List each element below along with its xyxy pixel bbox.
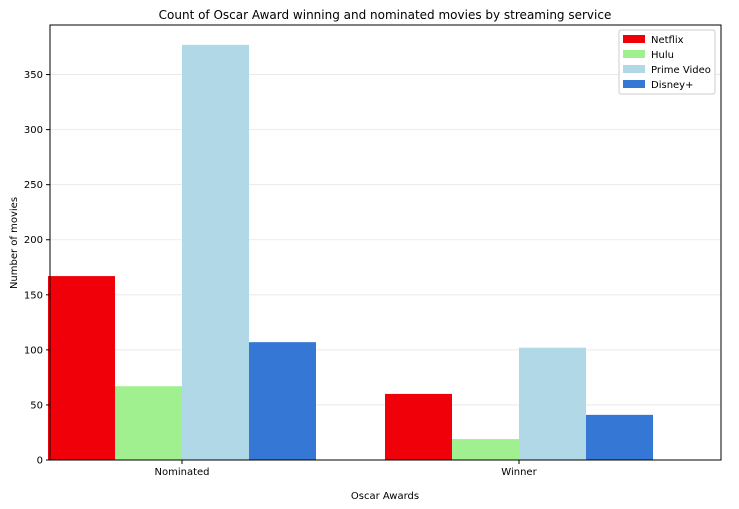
legend-box	[618, 29, 716, 95]
legend-label: Prime Video	[651, 65, 711, 76]
y-tick-label: 150	[24, 290, 43, 301]
y-axis-ticks: 0 50 100 150 200 250 300 350	[24, 70, 50, 467]
bar-hulu-winner	[452, 439, 519, 460]
x-axis-label: Oscar Awards	[351, 491, 419, 502]
legend-swatch	[623, 35, 645, 43]
y-tick-label: 200	[24, 235, 43, 246]
bar-prime-video-nominated	[182, 44, 249, 460]
y-tick-label: 0	[37, 456, 43, 467]
legend: Netflix Hulu Prime Video Disney+	[618, 29, 716, 95]
gridlines	[50, 74, 721, 406]
bars	[48, 44, 653, 460]
chart-title: Count of Oscar Award winning and nominat…	[159, 8, 612, 22]
legend-label: Hulu	[651, 50, 674, 61]
x-tick-label: Nominated	[154, 467, 209, 478]
y-tick-label: 350	[24, 70, 43, 81]
y-tick-label: 250	[24, 180, 43, 191]
legend-label: Netflix	[651, 35, 684, 46]
bar-netflix-winner	[385, 393, 452, 460]
x-tick-label: Winner	[501, 467, 537, 478]
legend-swatch	[623, 65, 645, 73]
plot-frame	[49, 24, 722, 461]
legend-swatch	[623, 50, 645, 58]
y-tick-label: 50	[30, 400, 43, 411]
y-tick-label: 100	[24, 345, 43, 356]
y-tick-label: 300	[24, 125, 43, 136]
bar-disney--winner	[586, 414, 653, 460]
legend-swatch	[623, 80, 645, 88]
bar-netflix-nominated	[48, 276, 115, 460]
bar-hulu-nominated	[115, 386, 182, 460]
y-axis-label: Number of movies	[9, 197, 20, 289]
x-axis-ticks: Nominated Winner	[154, 460, 538, 478]
bar-disney--nominated	[249, 342, 316, 460]
bar-prime-video-winner	[519, 347, 586, 460]
legend-label: Disney+	[651, 80, 693, 91]
